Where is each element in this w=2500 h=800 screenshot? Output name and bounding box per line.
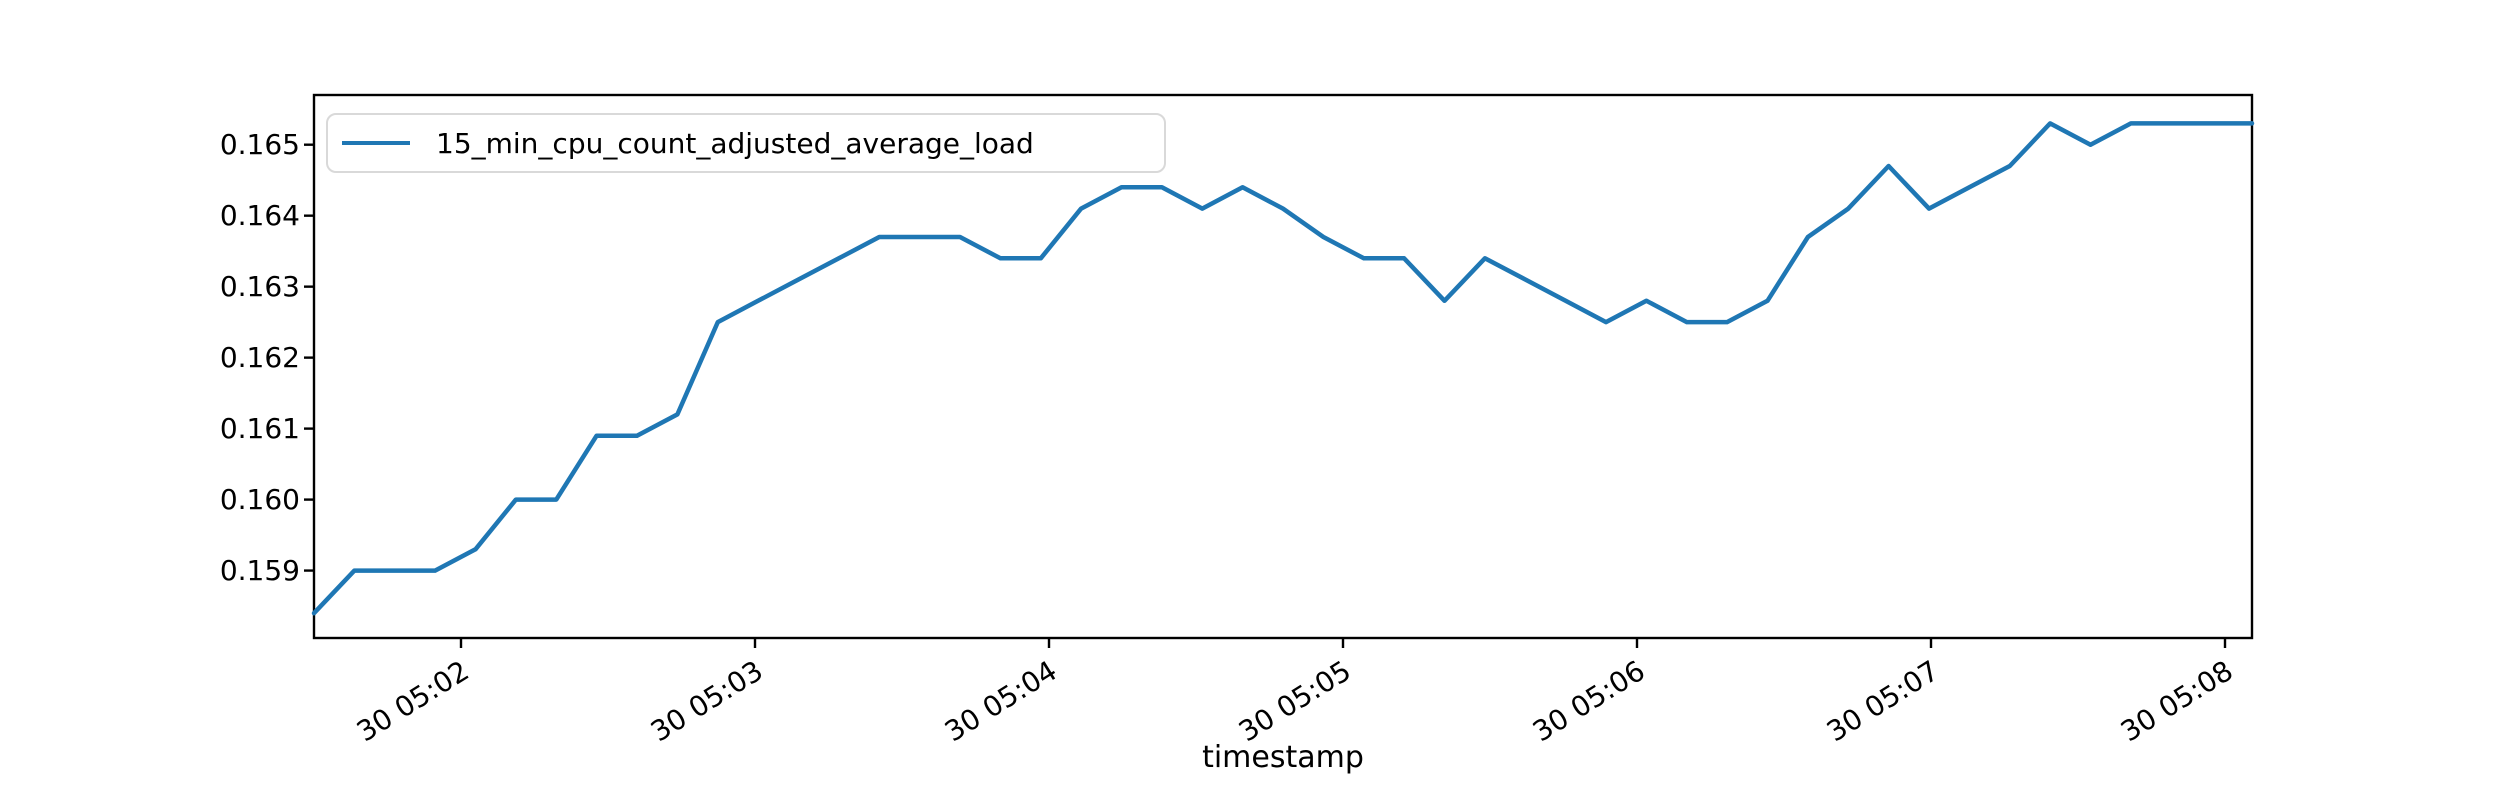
- y-tick-label: 0.164: [219, 198, 300, 232]
- series-line: [311, 121, 2255, 616]
- y-tick-label: 0.159: [219, 553, 300, 587]
- legend-series-label: 15_min_cpu_count_adjusted_average_load: [436, 126, 1034, 160]
- legend-line-sample-icon: [342, 141, 410, 145]
- y-tick-label: 0.165: [219, 127, 300, 161]
- legend: 15_min_cpu_count_adjusted_average_load: [326, 113, 1166, 173]
- y-tick-label: 0.162: [219, 340, 300, 374]
- x-axis-title: timestamp: [1202, 740, 1364, 775]
- y-tick-label: 0.163: [219, 269, 300, 303]
- y-tick-label: 0.160: [219, 482, 300, 516]
- plot-border: [312, 93, 2254, 640]
- y-tick-label: 0.161: [219, 411, 300, 445]
